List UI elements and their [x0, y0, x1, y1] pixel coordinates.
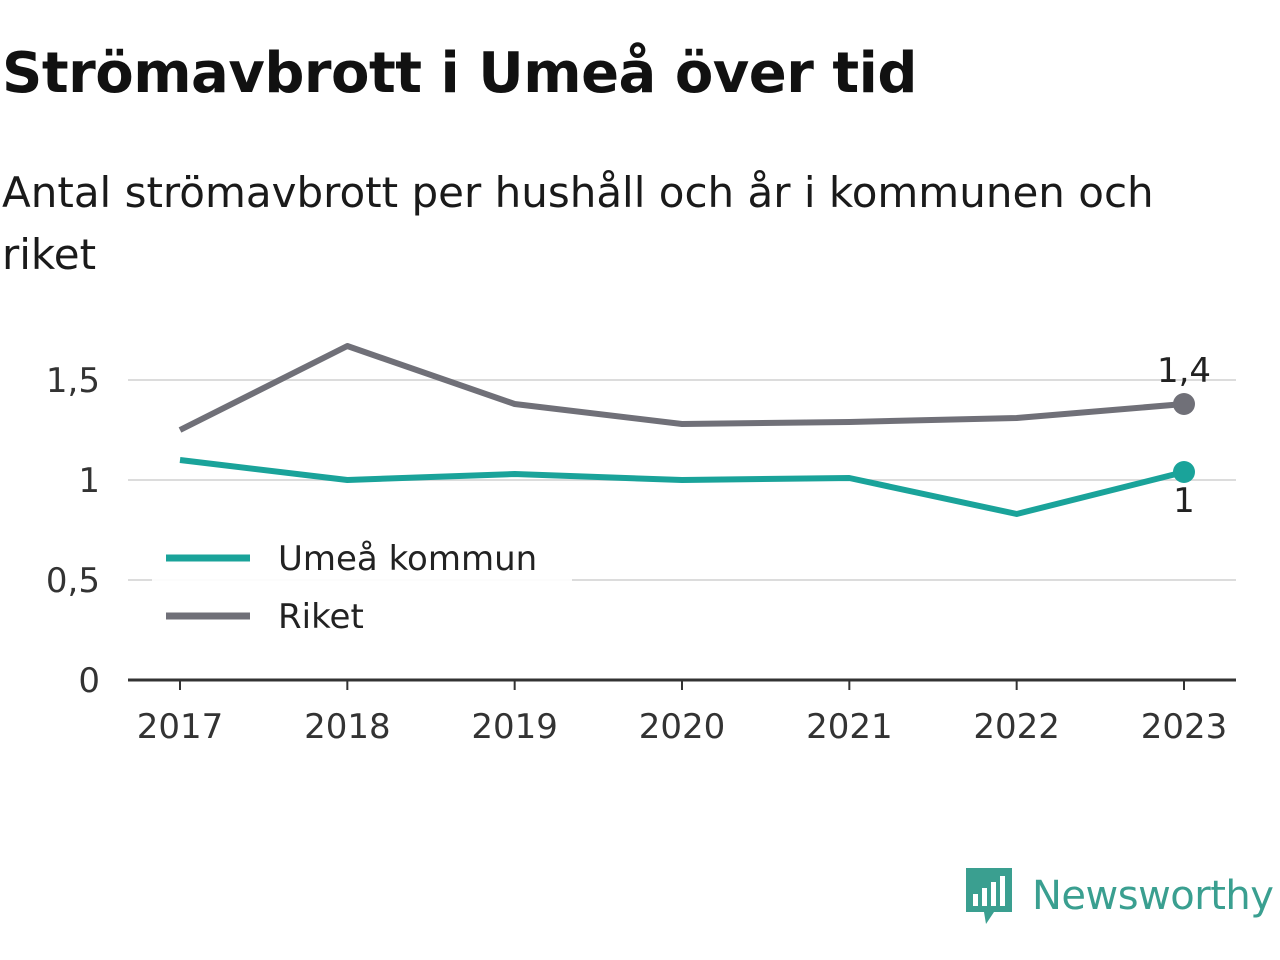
data-labels: 1,41: [1157, 351, 1211, 521]
x-tick-label: 2022: [973, 707, 1060, 747]
chart-subtitle: Antal strömavbrott per hushåll och år i …: [2, 168, 1154, 279]
legend-label: Umeå kommun: [278, 539, 537, 579]
newsworthy-logo-icon: [966, 868, 1012, 924]
end-point-marker: [1173, 461, 1195, 483]
x-tick-label: 2018: [304, 707, 391, 747]
series-line-riket: [178, 343, 1185, 433]
end-value-label: 1,4: [1157, 351, 1211, 391]
series-line-umea-kommun: [179, 457, 1185, 517]
y-tick-label: 0,5: [46, 561, 100, 601]
x-tick-label: 2017: [137, 707, 224, 747]
y-tick-label: 1,5: [46, 361, 100, 401]
y-axis: 0 0,5 1 1,5: [46, 361, 100, 701]
end-value-label: 1: [1173, 481, 1195, 521]
y-tick-label: 0: [78, 661, 100, 701]
x-axis: 2017 2018 2019 2020 2021 2022 2023: [128, 678, 1236, 747]
brand-name: Newsworthy: [1032, 873, 1274, 919]
legend-label: Riket: [278, 597, 364, 637]
end-point-marker: [1173, 393, 1195, 415]
x-tick-label: 2019: [471, 707, 558, 747]
chart-title: Strömavbrott i Umeå över tid: [2, 41, 917, 106]
x-tick-label: 2023: [1141, 707, 1228, 747]
legend: Umeå kommun Riket: [152, 530, 572, 650]
brand-logo: Newsworthy: [964, 864, 1274, 928]
series-lines: [178, 343, 1195, 517]
x-tick-label: 2020: [639, 707, 726, 747]
y-tick-label: 1: [78, 461, 100, 501]
legend-background: [152, 530, 572, 650]
x-tick-label: 2021: [806, 707, 893, 747]
